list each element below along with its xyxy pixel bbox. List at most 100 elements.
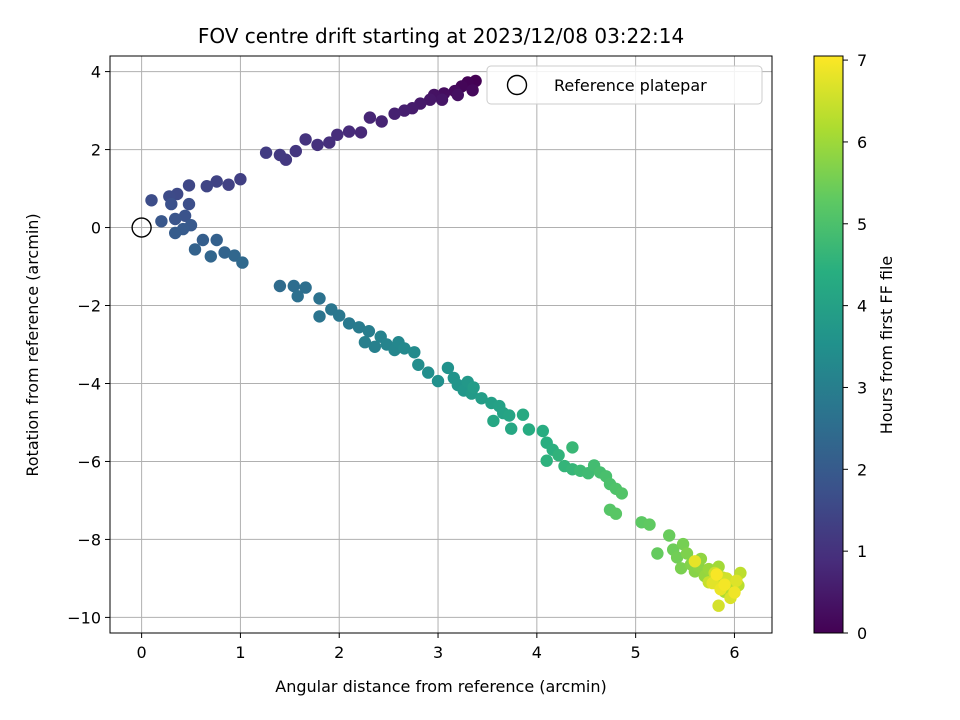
colorbar-tick-label: 4 <box>857 297 867 316</box>
y-tick-label: 4 <box>91 63 101 82</box>
x-tick-label: 6 <box>729 643 739 662</box>
data-point <box>358 336 372 349</box>
data-point <box>342 125 356 138</box>
data-point <box>299 281 312 294</box>
data-point <box>363 111 377 124</box>
x-tick-label: 2 <box>334 643 344 662</box>
data-point <box>643 518 656 531</box>
data-point <box>663 529 676 542</box>
data-point <box>342 317 356 330</box>
colorbar-tick-label: 3 <box>857 378 867 397</box>
data-point <box>423 93 437 106</box>
data-point <box>299 133 312 146</box>
data-point <box>204 250 217 263</box>
data-point <box>236 256 249 269</box>
data-point <box>375 115 388 128</box>
legend: Reference platepar <box>486 65 763 105</box>
data-point <box>516 408 530 421</box>
data-point <box>552 449 565 462</box>
data-point <box>333 309 346 322</box>
data-point <box>188 243 202 256</box>
y-axis-ticks: 4 2 0 −2 −4 −6 −8 −10 <box>67 63 110 627</box>
x-axis-ticks: 0 1 2 3 4 5 6 <box>137 633 740 662</box>
data-point <box>313 292 326 305</box>
data-point <box>431 374 445 388</box>
data-point <box>398 342 411 355</box>
colorbar-tick-label: 0 <box>857 624 867 643</box>
x-tick-label: 0 <box>137 643 147 662</box>
data-point <box>331 128 344 141</box>
y-tick-label: 0 <box>91 219 101 238</box>
data-point <box>487 414 500 428</box>
x-tick-label: 4 <box>532 643 542 662</box>
legend-box <box>486 65 763 105</box>
data-point <box>710 568 723 581</box>
data-point <box>145 194 158 207</box>
data-point <box>688 555 702 568</box>
legend-label: Reference platepar <box>554 76 707 95</box>
data-point <box>210 233 223 247</box>
data-point <box>289 144 302 158</box>
data-point <box>182 197 196 211</box>
data-point <box>422 366 435 379</box>
data-point <box>362 325 376 338</box>
data-point <box>475 392 488 405</box>
data-point <box>368 340 381 353</box>
data-point <box>234 173 247 186</box>
plot-frame <box>109 55 773 634</box>
data-point <box>222 178 235 191</box>
colorbar-label: Hours from first FF file <box>877 256 896 435</box>
data-point <box>615 487 628 500</box>
data-point <box>718 578 731 591</box>
data-point <box>441 361 455 375</box>
data-point <box>287 279 300 293</box>
data-point <box>398 104 411 117</box>
data-point <box>259 146 273 159</box>
data-point <box>728 586 741 599</box>
y-tick-label: −2 <box>77 297 101 316</box>
data-point <box>674 562 688 575</box>
data-point <box>566 441 579 454</box>
data-point <box>670 551 684 564</box>
y-axis-label: Rotation from reference (arcmin) <box>23 213 42 476</box>
data-point <box>273 148 287 162</box>
legend-marker <box>506 74 528 96</box>
colorbar-tick-label: 7 <box>857 51 867 70</box>
data-point <box>273 279 287 293</box>
data-point <box>182 179 196 192</box>
data-point <box>352 321 366 334</box>
data-point <box>609 507 623 520</box>
data-point <box>323 136 336 149</box>
data-point <box>408 346 421 359</box>
x-tick-label: 5 <box>631 643 641 662</box>
data-point <box>165 197 178 211</box>
data-point <box>680 547 694 560</box>
data-point <box>196 233 210 247</box>
data-points <box>145 74 747 612</box>
colorbar-tick-label: 2 <box>857 460 867 479</box>
colorbar: 0 1 2 3 4 5 6 7 Hours from first FF file <box>813 51 896 643</box>
y-tick-label: −8 <box>77 530 101 549</box>
data-point <box>505 422 518 435</box>
data-point <box>169 212 182 226</box>
y-tick-label: −10 <box>67 608 101 627</box>
y-tick-label: −4 <box>77 374 101 393</box>
colorbar-tick-label: 6 <box>857 133 867 152</box>
chart-title: FOV centre drift starting at 2023/12/08 … <box>198 24 684 48</box>
data-point <box>218 246 231 259</box>
data-point <box>155 215 168 228</box>
data-point <box>210 175 223 188</box>
data-point <box>291 290 304 303</box>
colorbar-gradient <box>813 55 844 634</box>
reference-platepar-marker <box>131 217 152 238</box>
y-tick-label: −6 <box>77 452 101 471</box>
data-point <box>540 454 553 467</box>
gridlines <box>110 56 772 633</box>
y-tick-label: 2 <box>91 141 101 160</box>
data-point <box>313 310 326 323</box>
data-point <box>412 358 425 371</box>
data-point <box>676 537 690 551</box>
data-point <box>435 93 449 106</box>
data-point <box>311 138 324 152</box>
